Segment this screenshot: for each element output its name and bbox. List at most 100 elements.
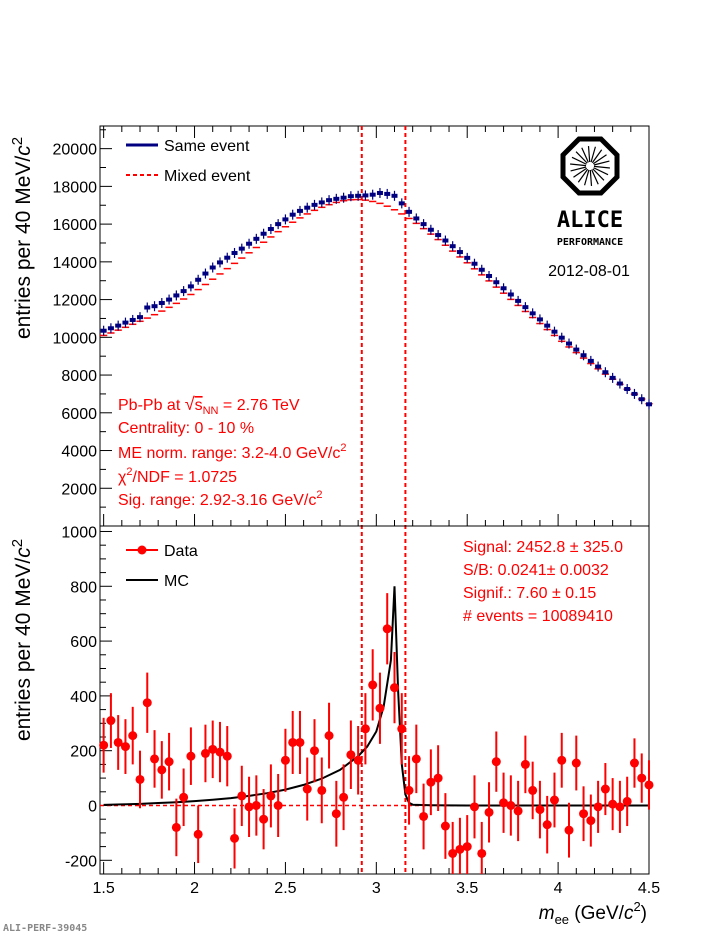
data-point <box>295 737 305 747</box>
data-point <box>520 759 530 769</box>
data-point <box>200 748 210 758</box>
logo-ray <box>587 146 591 163</box>
signal-window-lines <box>360 126 407 874</box>
same-event-point <box>355 193 362 198</box>
x-tick-label: 3.5 <box>456 880 478 897</box>
top-panel: 2000400060008000100001200014000160001800… <box>9 125 653 874</box>
same-event-point <box>180 289 187 294</box>
same-event-point <box>304 205 311 210</box>
same-event-point <box>580 353 587 358</box>
bottom-y-tick-label: 0 <box>88 798 97 815</box>
data-point <box>346 750 356 760</box>
x-tick-label: 4.5 <box>638 880 660 897</box>
bottom-y-tick-label: 200 <box>70 744 97 761</box>
data-point <box>208 744 218 754</box>
top-y-tick-label: 16000 <box>53 217 98 234</box>
bottom-y-tick-label: 600 <box>70 634 97 651</box>
data-point <box>280 755 290 765</box>
same-event-point <box>231 250 238 255</box>
bottom-frame <box>99 525 650 875</box>
same-event-point <box>275 222 282 227</box>
data-point <box>230 833 240 843</box>
same-event-point <box>151 304 158 309</box>
same-event-point <box>544 323 551 328</box>
data-point <box>448 848 458 858</box>
data-point <box>564 825 574 835</box>
data-point <box>389 683 399 693</box>
bottom-y-axis-label: entries per 40 MeV/c2 <box>9 539 35 741</box>
data-point <box>368 680 378 690</box>
same-event-point <box>246 241 253 246</box>
same-event-point <box>216 260 223 265</box>
same-event-point <box>384 191 391 196</box>
alice-logo: ALICE PERFORMANCE 2012-08-01 <box>548 136 630 280</box>
same-event-point <box>536 317 543 322</box>
same-event-point <box>347 194 354 199</box>
data-point <box>310 746 320 756</box>
data-point <box>273 800 283 810</box>
top-y-axis-label: entries per 40 MeV/c2 <box>9 137 35 339</box>
same-event-point <box>296 208 303 213</box>
same-event-point <box>129 317 136 322</box>
data-point <box>375 703 385 713</box>
x-tick-label: 2 <box>190 880 199 897</box>
data-point <box>244 802 254 812</box>
logo-ray <box>571 156 587 165</box>
data-point <box>120 742 130 752</box>
same-event-point <box>311 202 318 207</box>
legend-marker-data <box>137 545 147 555</box>
data-point <box>331 809 341 819</box>
same-event-point <box>442 238 449 243</box>
data-point <box>455 844 465 854</box>
annotation-collision-system: Pb-Pb at √sNN = 2.76 TeV <box>118 394 300 417</box>
bottom-y-tick-label: -200 <box>65 853 97 870</box>
annotation-sig-range: Sig. range: 2.92-3.16 GeV/c2 <box>118 489 322 509</box>
same-event-point <box>558 335 565 340</box>
top-y-tick-label: 20000 <box>53 142 98 159</box>
same-event-point <box>624 387 631 392</box>
same-event-point <box>173 293 180 298</box>
logo-ray <box>575 151 588 164</box>
same-event-point <box>166 297 173 302</box>
same-event-point <box>195 277 202 282</box>
data-point <box>586 816 596 826</box>
data-point <box>528 785 538 795</box>
same-event-point <box>478 267 485 272</box>
logo-ray <box>573 167 588 178</box>
data-point <box>360 724 370 734</box>
same-event-point <box>449 244 456 249</box>
same-event-point <box>515 298 522 303</box>
legend-mixed-event: Mixed event <box>164 168 251 185</box>
logo-ray <box>592 168 605 181</box>
data-point <box>353 755 363 765</box>
same-event-point <box>267 227 274 232</box>
data-point <box>382 624 392 634</box>
same-event-point <box>456 250 463 255</box>
logo-ray <box>592 154 607 165</box>
same-event-point <box>144 305 151 310</box>
same-event-point <box>115 323 122 328</box>
same-event-point <box>413 216 420 221</box>
data-point <box>433 773 443 783</box>
bottom-y-tick-label: 800 <box>70 579 97 596</box>
data-point <box>491 757 501 767</box>
same-event-point <box>260 231 267 236</box>
data-point <box>462 842 472 852</box>
same-event-point <box>529 311 536 316</box>
data-point <box>622 796 632 806</box>
same-event-point <box>326 198 333 203</box>
same-event-point <box>209 265 216 270</box>
signal-stats: Signal: 2452.8 ± 325.0 S/B: 0.0241± 0.00… <box>463 539 623 625</box>
same-event-point <box>573 347 580 352</box>
data-point <box>302 784 312 794</box>
logo-ray <box>584 169 590 186</box>
logo-ray <box>570 163 587 167</box>
bottom-legend: Data MC <box>126 543 198 590</box>
data-point <box>411 754 421 764</box>
x-tick-label: 3 <box>372 880 381 897</box>
data-point <box>440 821 450 831</box>
top-y-tick-label: 10000 <box>53 330 98 347</box>
same-event-point <box>289 212 296 217</box>
bottom-x-axis: 1.5 2 2.5 3 3.5 4 4.5 <box>93 862 660 897</box>
